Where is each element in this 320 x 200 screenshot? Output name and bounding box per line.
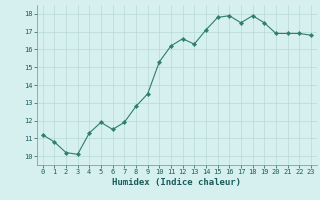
X-axis label: Humidex (Indice chaleur): Humidex (Indice chaleur) xyxy=(112,178,241,187)
